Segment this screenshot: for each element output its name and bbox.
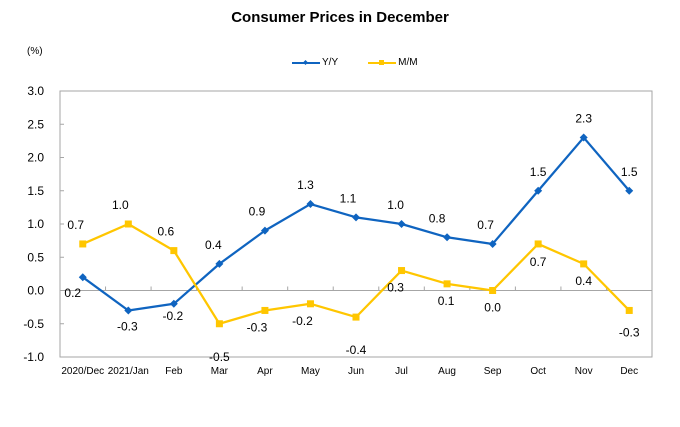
data-point-mm xyxy=(352,313,360,321)
data-point-mm xyxy=(170,247,178,255)
x-tick-label: 2020/Dec xyxy=(61,366,104,377)
data-point-mm xyxy=(580,260,588,268)
data-point-yy xyxy=(78,273,87,282)
data-point-yy xyxy=(625,186,634,195)
x-tick-label: Dec xyxy=(620,366,638,377)
data-point-yy xyxy=(443,233,452,242)
data-label-yy: 2.3 xyxy=(575,112,592,126)
y-tick-label: 0.5 xyxy=(27,250,44,264)
legend-label-yy: Y/Y xyxy=(322,57,339,68)
data-label-yy: -0.2 xyxy=(163,309,184,323)
data-label-yy: 0.4 xyxy=(205,238,222,252)
data-label-mm: -0.4 xyxy=(346,343,367,357)
y-tick-label: 1.0 xyxy=(27,217,44,231)
data-label-yy: 1.0 xyxy=(387,198,404,212)
data-label-mm: 0.0 xyxy=(484,301,501,315)
data-label-yy: -0.3 xyxy=(117,319,138,333)
x-tick-label: Jul xyxy=(395,366,408,377)
data-label-yy: 1.3 xyxy=(297,178,314,192)
series-layer xyxy=(78,133,634,328)
data-label-mm: 0.3 xyxy=(387,281,404,295)
x-tick-label: Oct xyxy=(530,366,546,377)
data-label-yy: 1.1 xyxy=(340,191,357,205)
data-label-mm: -0.2 xyxy=(292,314,313,328)
chart-title: Consumer Prices in December xyxy=(231,9,449,26)
data-point-yy xyxy=(124,306,133,315)
x-tick-label: Aug xyxy=(438,366,456,377)
data-point-mm xyxy=(398,267,406,275)
legend-item-mm: M/M xyxy=(368,57,418,68)
data-label-mm: 0.7 xyxy=(530,255,547,269)
data-point-yy xyxy=(579,133,588,142)
data-point-yy xyxy=(488,239,497,248)
y-tick-label: 3.0 xyxy=(27,84,44,98)
x-tick-label: May xyxy=(301,366,320,377)
data-label-mm: -0.3 xyxy=(619,325,640,339)
data-label-yy: 0.2 xyxy=(64,286,81,300)
legend-swatch-yy-icon xyxy=(292,58,320,68)
y-tick-label: 2.0 xyxy=(27,151,44,165)
y-tick-label: 1.5 xyxy=(27,184,44,198)
y-tick-label: -1.0 xyxy=(23,350,44,364)
x-tick-label: Feb xyxy=(165,366,183,377)
data-label-mm: -0.5 xyxy=(209,350,230,364)
data-labels-layer: 0.2 -0.3 -0.2 0.4 0.9 1.3 1.1 1.0 0.8 0.7 1.5 2.3 1.… xyxy=(64,112,639,364)
data-point-yy xyxy=(215,259,224,268)
data-point-mm xyxy=(79,240,87,248)
y-tick-label: 0.0 xyxy=(27,284,44,298)
axes: 3.0 2.5 2.0 1.5 1.0 0.5 0.0 -0.5 -1.0 2020/Dec 202… xyxy=(23,84,653,377)
data-label-mm: 0.7 xyxy=(67,218,84,232)
y-tick-label: -0.5 xyxy=(23,317,44,331)
y-axis-unit-label: (%) xyxy=(27,46,43,57)
data-point-mm xyxy=(534,240,542,248)
data-label-mm: 0.1 xyxy=(438,294,455,308)
data-point-yy xyxy=(397,220,406,228)
data-label-yy: 0.7 xyxy=(477,218,494,232)
data-label-mm: -0.3 xyxy=(247,320,268,334)
legend-label-mm: M/M xyxy=(398,57,418,68)
data-point-yy xyxy=(260,226,269,235)
x-tick-label: Mar xyxy=(211,366,229,377)
data-point-yy xyxy=(534,186,543,195)
data-label-mm: 1.0 xyxy=(112,198,129,212)
x-tick-label: 2021/Jan xyxy=(108,366,149,377)
x-tick-label: Nov xyxy=(575,366,593,377)
data-label-yy: 1.5 xyxy=(530,165,547,179)
data-label-yy: 0.9 xyxy=(249,205,266,219)
data-point-mm xyxy=(443,280,451,288)
x-tick-label: Sep xyxy=(484,366,502,377)
data-point-mm xyxy=(124,220,132,228)
data-point-yy xyxy=(169,299,178,308)
x-tick-label: Jun xyxy=(348,366,364,377)
legend: Y/Y M/M xyxy=(292,57,418,68)
data-point-mm xyxy=(215,320,223,328)
data-point-mm xyxy=(306,300,314,308)
legend-swatch-mm-icon xyxy=(368,58,397,68)
data-point-yy xyxy=(352,213,360,222)
data-point-mm xyxy=(489,287,497,294)
data-point-mm xyxy=(625,306,633,314)
legend-item-yy: Y/Y xyxy=(292,57,338,68)
data-label-mm: 0.4 xyxy=(575,274,592,288)
data-label-yy: 0.8 xyxy=(429,211,446,225)
data-point-yy xyxy=(306,200,315,209)
y-tick-label: 2.5 xyxy=(27,117,44,131)
data-label-mm: 0.6 xyxy=(158,225,175,239)
data-label-yy: 1.5 xyxy=(621,165,638,179)
x-tick-label: Apr xyxy=(257,366,273,377)
data-point-mm xyxy=(261,306,269,314)
